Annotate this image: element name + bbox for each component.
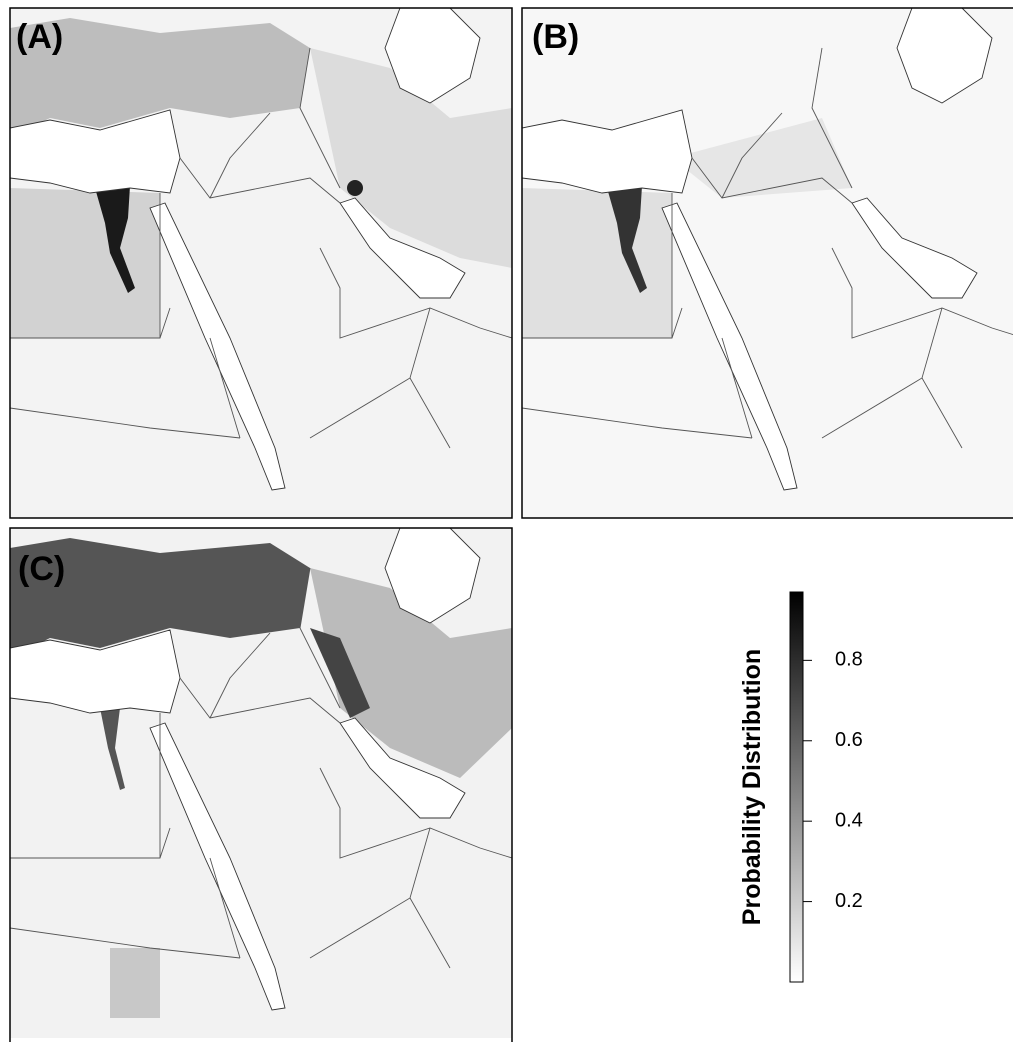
panel-label: (B) [532,18,579,56]
colorbar: Probability Distribution 0.2 0.4 0.6 0.8 [738,591,863,983]
region [310,628,370,718]
panel-frame [9,527,513,1042]
tick-label: 0.6 [835,729,863,751]
map-panel-a: (A) [9,7,513,519]
tick-label: 0.8 [835,649,863,671]
region [522,188,672,338]
tick-label: 0.4 [835,809,863,831]
hotspot [347,180,363,196]
panel-label: (C) [18,550,65,588]
region [10,18,310,138]
panel-frame [9,7,513,519]
nile [607,186,647,293]
nile [95,186,135,293]
colorbar-ramp [789,591,804,983]
region [10,188,160,338]
map-panel-b: (B) [521,7,1013,519]
region [10,538,310,658]
tick-label: 0.2 [835,890,863,912]
panel-frame [521,7,1013,519]
panel-label: (A) [16,18,63,56]
region [310,48,512,268]
region [310,568,512,778]
nile [100,708,125,790]
colorbar-title: Probability Distribution [738,649,766,925]
region [110,948,160,1018]
region [672,118,852,198]
map-panel-c: (C) [9,527,513,1042]
